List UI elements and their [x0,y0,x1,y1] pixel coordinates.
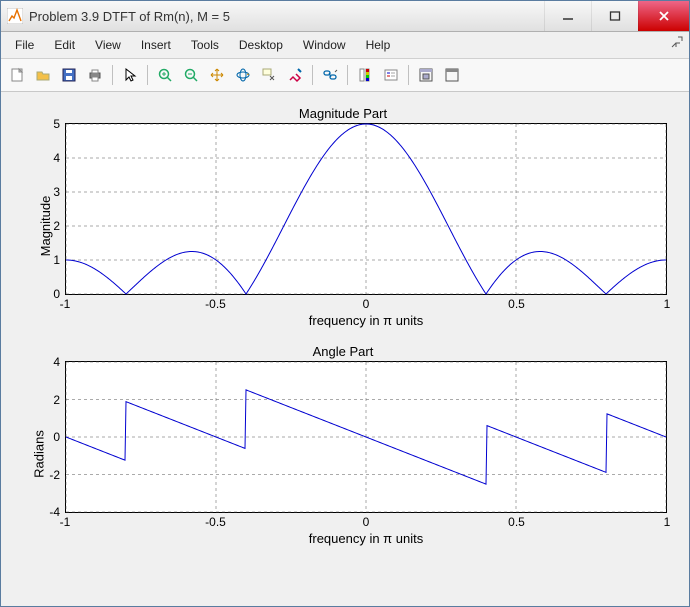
link-button[interactable] [318,63,342,87]
menu-view[interactable]: View [85,35,131,55]
window-title: Problem 3.9 DTFT of Rm(n), M = 5 [29,9,544,24]
save-button[interactable] [57,63,81,87]
close-button[interactable] [638,1,689,31]
axes[interactable]: 012345 [65,123,667,295]
plot-title: Magnitude Part [9,106,677,121]
legend-button[interactable] [379,63,403,87]
matlab-icon [7,8,23,24]
figure-area: Magnitude PartMagnitude012345-1-0.500.51… [1,92,689,606]
menu-help[interactable]: Help [356,35,401,55]
ytick-label: 1 [53,253,66,267]
pointer-button[interactable] [118,63,142,87]
ytick-label: 2 [53,219,66,233]
plot-title: Angle Part [9,344,677,359]
menu-file[interactable]: File [5,35,44,55]
subplot-ang: Angle Part Radians -4-2024 -1 -0.5 0 0.5 1 frequ… [9,344,677,546]
dock-button[interactable] [414,63,438,87]
maximize-button[interactable] [591,1,638,31]
xlabel: frequency in π units [65,531,667,546]
menubar: FileEditViewInsertToolsDesktopWindowHelp [1,32,689,59]
window-buttons [544,1,689,31]
undock-icon[interactable] [671,36,683,51]
open-button[interactable] [31,63,55,87]
ytick-label: -2 [49,468,66,482]
print-button[interactable] [83,63,107,87]
brush-button[interactable] [283,63,307,87]
xtick-label: 0.5 [508,297,525,311]
menu-tools[interactable]: Tools [181,35,229,55]
datacursor-button[interactable] [257,63,281,87]
undock-button[interactable] [440,63,464,87]
rotate3d-button[interactable] [231,63,255,87]
zoom-in-button[interactable] [153,63,177,87]
ytick-label: 3 [53,185,66,199]
menu-insert[interactable]: Insert [131,35,181,55]
menu-edit[interactable]: Edit [44,35,85,55]
menu-window[interactable]: Window [293,35,356,55]
axes[interactable]: -4-2024 [65,361,667,513]
xtick-label: 1 [664,515,671,529]
ylabel: Radians [31,430,46,478]
figure-window: Problem 3.9 DTFT of Rm(n), M = 5 FileEdi… [0,0,690,607]
xtick-label: 1 [664,297,671,311]
xlabel: frequency in π units [65,313,667,328]
ytick-label: 4 [53,151,66,165]
subplot-mag: Magnitude Part Magnitude 012345 -1 -0.5 0 0.5 1… [9,106,677,328]
ytick-label: 4 [53,355,66,369]
new-button[interactable] [5,63,29,87]
xtick-label: 0 [363,515,370,529]
titlebar[interactable]: Problem 3.9 DTFT of Rm(n), M = 5 [1,1,689,32]
xtick-label: -1 [60,297,71,311]
ytick-label: 5 [53,117,66,131]
zoom-out-button[interactable] [179,63,203,87]
ytick-label: 0 [53,430,66,444]
xtick-label: 0.5 [508,515,525,529]
ytick-label: 2 [53,393,66,407]
minimize-button[interactable] [544,1,591,31]
xtick-label: -0.5 [205,297,226,311]
colorbar-button[interactable] [353,63,377,87]
ylabel: Magnitude [38,195,53,256]
xtick-label: -1 [60,515,71,529]
xtick-label: -0.5 [205,515,226,529]
xtick-label: 0 [363,297,370,311]
pan-button[interactable] [205,63,229,87]
menu-desktop[interactable]: Desktop [229,35,293,55]
toolbar [1,59,689,92]
